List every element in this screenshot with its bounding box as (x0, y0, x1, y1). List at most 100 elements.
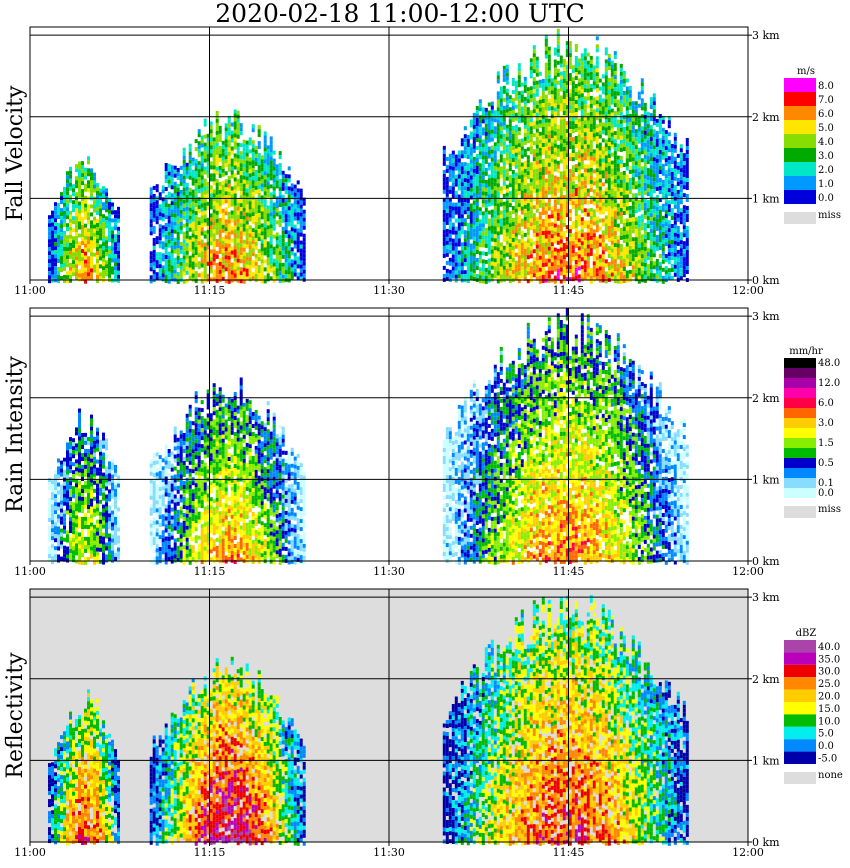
colorbar-swatch (784, 702, 816, 715)
echo-cell-1 (149, 656, 306, 846)
colorbar-missing-label: none (818, 770, 843, 781)
echo-cell-1 (149, 109, 306, 284)
x-tick-label: 12:00 (732, 565, 764, 578)
x-tick-label: 12:00 (732, 846, 764, 859)
y-tick-label: 0 km (752, 274, 780, 287)
colorbar-label: 3.0 (818, 418, 834, 429)
colorbar-swatch (784, 488, 816, 498)
x-tick-label: 11:45 (553, 565, 585, 578)
colorbar-swatch (784, 438, 816, 448)
echo-cell-0 (48, 156, 120, 284)
x-tick-label: 11:00 (14, 846, 46, 859)
colorbar-swatch (784, 714, 816, 727)
panel-title: Rain Intensity (3, 355, 28, 512)
colorbar-swatch (784, 751, 816, 764)
y-tick-label: 2 km (752, 111, 780, 124)
colorbar-unit: dBZ (796, 628, 817, 639)
colorbar-missing-label: miss (818, 210, 841, 221)
colorbar-label: 12.0 (818, 378, 840, 389)
colorbar-swatch (784, 368, 816, 378)
colorbar-label: 3.0 (818, 151, 834, 162)
colorbar-label: 10.0 (818, 716, 840, 727)
x-tick-label: 12:00 (732, 284, 764, 297)
colorbar-label: 20.0 (818, 692, 840, 703)
panel-0: 11:00 11:15 11:30 11:45 12:000 km 1 km 2 km 3 k… (3, 26, 841, 297)
colorbar-label: 25.0 (818, 679, 840, 690)
x-tick-label: 11:30 (373, 846, 405, 859)
y-tick-label: 1 km (752, 473, 780, 486)
colorbar-swatch (784, 458, 816, 468)
colorbar-label: 5.0 (818, 123, 834, 134)
colorbar-label: 15.0 (818, 704, 840, 715)
colorbar-label: 0.0 (818, 193, 834, 204)
colorbar-swatch (784, 726, 816, 740)
colorbar-swatch (784, 640, 816, 653)
y-tick-label: 2 km (752, 392, 780, 405)
colorbar-swatch (784, 162, 816, 176)
colorbar-unit: mm/hr (789, 346, 823, 357)
colorbar-label: 48.0 (818, 358, 840, 369)
y-tick-label: 3 km (752, 310, 780, 323)
colorbar-swatch (784, 358, 816, 368)
colorbar-swatch (784, 468, 816, 478)
colorbar-label: 6.0 (818, 109, 834, 120)
y-tick-label: 1 km (752, 754, 780, 767)
colorbar-swatch (784, 388, 816, 398)
colorbar-swatch (784, 398, 816, 408)
colorbar-label: 5.0 (818, 729, 834, 740)
colorbar-missing-swatch (784, 212, 816, 224)
colorbar-swatch (784, 689, 816, 702)
colorbar-swatch (784, 478, 816, 488)
y-tick-label: 1 km (752, 192, 780, 205)
colorbar-unit: m/s (797, 66, 815, 77)
colorbar-missing-label: miss (818, 504, 841, 515)
colorbar-swatch (784, 120, 816, 134)
colorbar-label: 0.1 (818, 478, 834, 489)
colorbar-label: 0.0 (818, 488, 834, 499)
x-tick-label: 11:15 (194, 284, 226, 297)
panel-title: Reflectivity (3, 652, 28, 779)
colorbar-swatch (784, 134, 816, 148)
y-tick-label: 0 km (752, 836, 780, 849)
echo-cell-0 (48, 689, 120, 846)
colorbar-label: 6.0 (818, 398, 834, 409)
colorbar-missing-swatch (784, 506, 816, 518)
colorbar-swatch (784, 677, 816, 690)
colorbar-swatch (784, 448, 816, 458)
colorbar-swatch (784, 190, 816, 204)
x-tick-label: 11:30 (373, 565, 405, 578)
y-tick-label: 3 km (752, 591, 780, 604)
x-tick-label: 11:00 (14, 284, 46, 297)
colorbar-swatch (784, 408, 816, 418)
colorbar-label: 40.0 (818, 642, 840, 653)
colorbar-label: 30.0 (818, 667, 840, 678)
colorbar-swatch (784, 92, 816, 106)
echo-cell-2 (442, 594, 689, 846)
colorbar-swatch (784, 428, 816, 438)
colorbar-swatch (784, 78, 816, 92)
colorbar: m/s8.0 7.0 6.0 5.0 4.0 3.0 2.0 1.0 0.0 miss (784, 66, 841, 224)
colorbar-label: 7.0 (818, 95, 834, 106)
colorbar-missing-swatch (784, 772, 816, 784)
colorbar-swatch (784, 739, 816, 752)
echo-cell-2 (442, 308, 689, 565)
colorbar-swatch (784, 418, 816, 428)
colorbar-swatch (784, 664, 816, 678)
echo-cell-1 (149, 377, 306, 565)
colorbar-swatch (784, 106, 816, 120)
x-tick-label: 11:15 (194, 846, 226, 859)
colorbar-swatch (784, 652, 816, 665)
x-tick-label: 11:30 (373, 284, 405, 297)
colorbar-label: 35.0 (818, 654, 840, 665)
panel-1: 11:00 11:15 11:30 11:45 12:000 km 1 km 2 km 3 k… (3, 307, 841, 578)
colorbar-label: 2.0 (818, 165, 834, 176)
y-tick-label: 0 km (752, 555, 780, 568)
colorbar-label: 1.5 (818, 438, 834, 449)
colorbar-label: 0.5 (818, 458, 834, 469)
colorbar-label: 1.0 (818, 179, 834, 190)
colorbar-label: 4.0 (818, 137, 834, 148)
x-tick-label: 11:00 (14, 565, 46, 578)
y-tick-label: 2 km (752, 673, 780, 686)
colorbar-label: -5.0 (818, 754, 837, 765)
